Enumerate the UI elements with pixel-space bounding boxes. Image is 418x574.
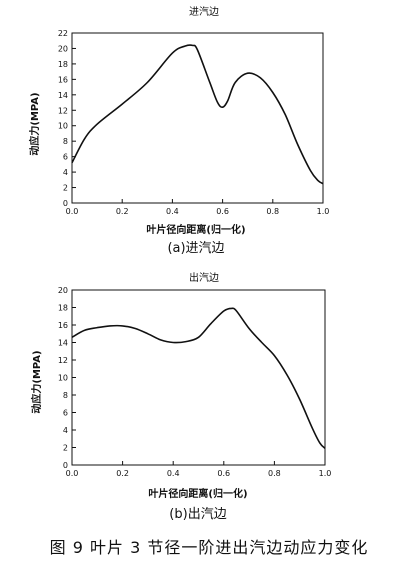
chart-a-ytick-label: 0 [63, 199, 68, 208]
chart-a-ytick-label: 2 [63, 184, 68, 193]
chart-a-ytick-label: 22 [58, 29, 68, 38]
figure-caption: 图 9 叶片 3 节径一阶进出汽边动应力变化 [49, 538, 369, 557]
chart-b-axes: 0.0 0.2 0.4 0.6 0.8 1.0 0 2 4 6 8 10 12 14 16 18 20 [58, 286, 332, 478]
chart-b-ytick-label: 18 [58, 304, 68, 313]
chart-b-xtick-label: 0.0 [66, 469, 79, 478]
chart-a-title: 进汽边 [189, 5, 219, 18]
chart-b-ylabel: 动应力(MPA) [30, 350, 43, 413]
chart-a-xtick-label: 0.8 [266, 207, 279, 216]
chart-b-ytick-label: 8 [63, 391, 68, 400]
chart-a-plot-frame [71, 32, 324, 204]
chart-b-xtick-label: 0.6 [217, 469, 230, 478]
chart-b-xtick-label: 0.2 [116, 469, 129, 478]
chart-a-xtick-label: 0.0 [66, 207, 79, 216]
chart-a-ytick-label: 16 [58, 75, 68, 84]
chart-a-ytick-label: 14 [58, 91, 68, 100]
chart-a-axes: 0.0 0.2 0.4 0.6 0.8 1.0 0 2 4 6 8 10 12 14 16 18 20 22 [58, 29, 330, 216]
chart-a-ytick-label: 20 [58, 44, 68, 53]
chart-b-title: 出汽边 [189, 271, 219, 284]
figure-canvas: 进汽边 动应力(MPA) 叶片径向距离(归一化) (a)进汽边 0.0 0.2 0.… [28, 5, 331, 522]
chart-a-ytick-label: 10 [58, 122, 68, 131]
chart-b-series-line [71, 307, 326, 449]
chart-a: 进汽边 动应力(MPA) 叶片径向距离(归一化) (a)进汽边 0.0 0.2 0.… [28, 5, 329, 256]
chart-b-ytick-label: 2 [63, 444, 68, 453]
chart-a-ytick-label: 4 [63, 168, 68, 177]
chart-b-ytick-label: 20 [58, 286, 68, 295]
chart-b-xlabel: 叶片径向距离(归一化) [148, 487, 247, 500]
chart-b-subtitle: (b)出汽边 [169, 507, 226, 522]
chart-b-ytick-label: 14 [58, 339, 68, 348]
chart-a-xtick-label: 0.4 [166, 207, 179, 216]
chart-a-subtitle: (a)进汽边 [167, 241, 224, 256]
chart-a-series-line [71, 44, 324, 185]
chart-b-ytick-label: 4 [63, 426, 68, 435]
chart-b-xtick-label: 0.4 [167, 469, 180, 478]
chart-a-ytick-label: 12 [58, 106, 68, 115]
chart-a-xtick-label: 1.0 [317, 207, 330, 216]
chart-b-xtick-label: 1.0 [319, 469, 332, 478]
chart-b-plot-frame [71, 289, 326, 466]
chart-b: 出汽边 动应力(MPA) 叶片径向距离(归一化) (b)出汽边 0.0 0.2 0.… [30, 271, 331, 522]
chart-a-xtick-label: 0.6 [216, 207, 229, 216]
chart-a-xtick-label: 0.2 [116, 207, 129, 216]
chart-a-ytick-label: 18 [58, 60, 68, 69]
chart-a-ytick-label: 6 [63, 153, 68, 162]
chart-a-xlabel: 叶片径向距离(归一化) [146, 223, 245, 236]
chart-b-ytick-label: 10 [58, 374, 68, 383]
chart-b-xtick-label: 0.8 [268, 469, 281, 478]
chart-b-ytick-label: 12 [58, 356, 68, 365]
chart-b-ytick-label: 16 [58, 321, 68, 330]
chart-a-ytick-label: 8 [63, 137, 68, 146]
chart-b-ytick-label: 0 [63, 461, 68, 470]
chart-b-ytick-label: 6 [63, 409, 68, 418]
chart-a-ylabel: 动应力(MPA) [28, 92, 41, 155]
